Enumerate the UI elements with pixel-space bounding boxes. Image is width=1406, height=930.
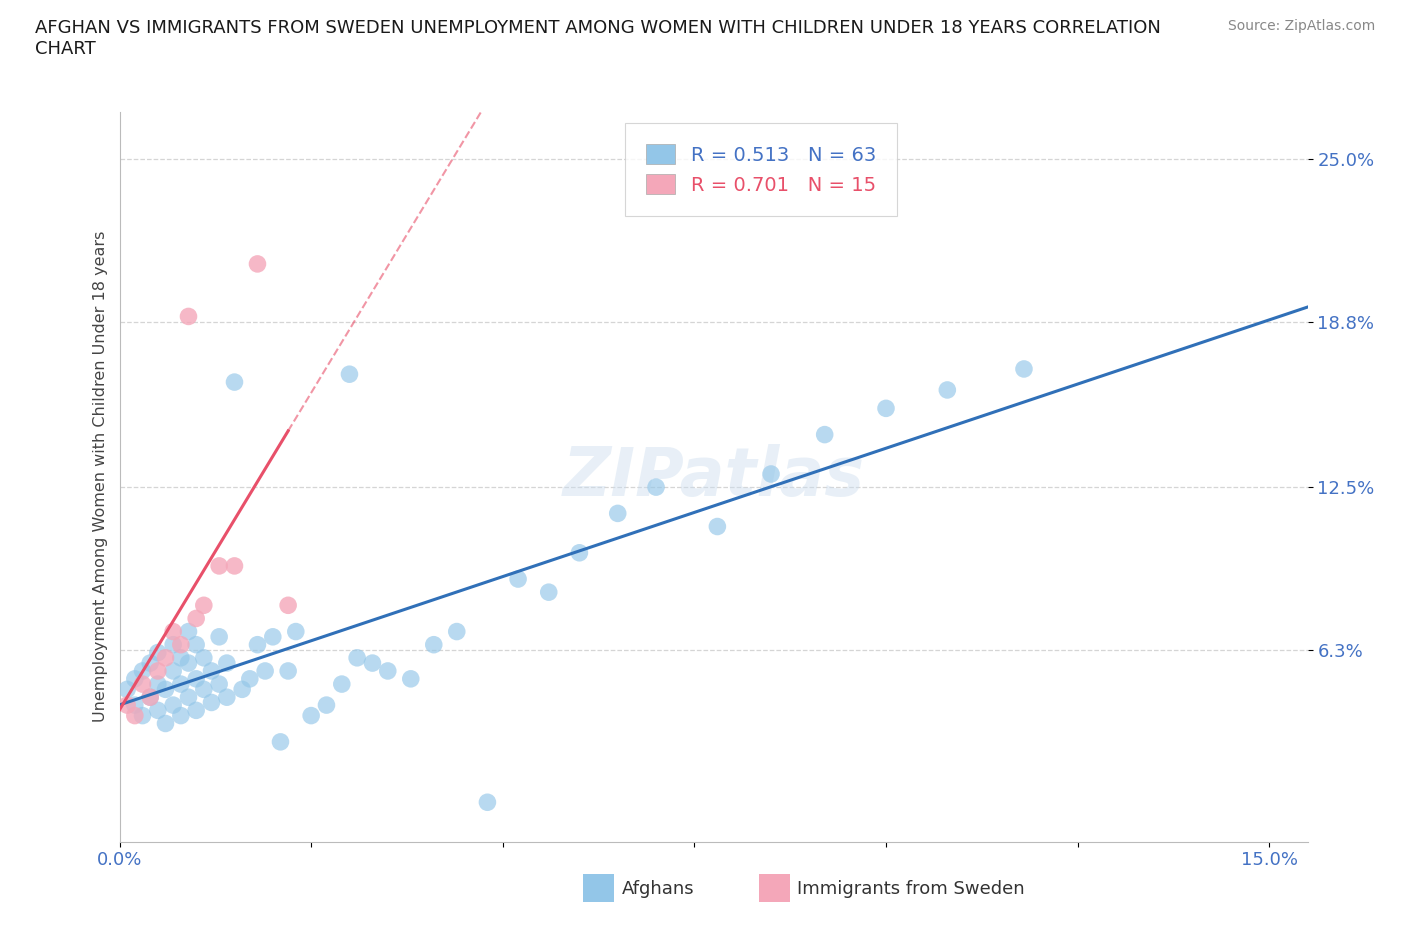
Point bbox=[170, 708, 193, 723]
Point bbox=[193, 682, 215, 697]
Text: CHART: CHART bbox=[35, 40, 96, 58]
Point bbox=[146, 663, 169, 678]
Point bbox=[277, 598, 299, 613]
Point bbox=[155, 650, 177, 665]
Point bbox=[208, 677, 231, 692]
Legend: R = 0.513   N = 63, R = 0.701   N = 15: R = 0.513 N = 63, R = 0.701 N = 15 bbox=[630, 128, 891, 210]
Point bbox=[568, 545, 591, 560]
Point bbox=[155, 682, 177, 697]
Point bbox=[224, 375, 246, 390]
Point bbox=[186, 611, 208, 626]
Point bbox=[131, 677, 153, 692]
Point bbox=[177, 656, 200, 671]
Point bbox=[262, 630, 284, 644]
Point bbox=[170, 637, 193, 652]
Y-axis label: Unemployment Among Women with Children Under 18 years: Unemployment Among Women with Children U… bbox=[93, 231, 108, 723]
Point bbox=[330, 677, 353, 692]
Point bbox=[759, 467, 782, 482]
Point bbox=[339, 366, 361, 381]
Point bbox=[124, 698, 146, 712]
Point bbox=[814, 427, 837, 442]
Point bbox=[131, 708, 153, 723]
Point bbox=[315, 698, 337, 712]
Point bbox=[186, 671, 208, 686]
Point bbox=[1012, 362, 1035, 377]
Point bbox=[346, 650, 368, 665]
Point bbox=[146, 677, 169, 692]
Point bbox=[254, 663, 277, 678]
Point bbox=[155, 716, 177, 731]
Text: Source: ZipAtlas.com: Source: ZipAtlas.com bbox=[1227, 19, 1375, 33]
Text: Afghans: Afghans bbox=[621, 880, 695, 898]
Point bbox=[162, 663, 184, 678]
Point bbox=[645, 480, 668, 495]
Point bbox=[224, 559, 246, 574]
Point bbox=[246, 257, 269, 272]
Point bbox=[423, 637, 446, 652]
Point bbox=[131, 663, 153, 678]
Point bbox=[506, 572, 529, 587]
Point bbox=[146, 703, 169, 718]
Point bbox=[186, 703, 208, 718]
Point bbox=[162, 637, 184, 652]
Point bbox=[537, 585, 560, 600]
Point bbox=[361, 656, 384, 671]
Text: AFGHAN VS IMMIGRANTS FROM SWEDEN UNEMPLOYMENT AMONG WOMEN WITH CHILDREN UNDER 18: AFGHAN VS IMMIGRANTS FROM SWEDEN UNEMPLO… bbox=[35, 19, 1161, 36]
Point bbox=[399, 671, 422, 686]
Point bbox=[177, 309, 200, 324]
Point bbox=[936, 382, 959, 397]
Point bbox=[875, 401, 897, 416]
Point bbox=[208, 630, 231, 644]
Point bbox=[139, 690, 162, 705]
Point bbox=[215, 690, 238, 705]
Point bbox=[200, 663, 222, 678]
Point bbox=[299, 708, 322, 723]
Point bbox=[124, 671, 146, 686]
Point bbox=[446, 624, 468, 639]
Point bbox=[124, 708, 146, 723]
Point bbox=[162, 624, 184, 639]
Point bbox=[231, 682, 253, 697]
Point bbox=[193, 650, 215, 665]
Text: Immigrants from Sweden: Immigrants from Sweden bbox=[797, 880, 1025, 898]
Point bbox=[706, 519, 728, 534]
Point bbox=[115, 698, 138, 712]
Point bbox=[139, 690, 162, 705]
Point bbox=[139, 656, 162, 671]
Point bbox=[269, 735, 291, 750]
Point bbox=[170, 677, 193, 692]
Point bbox=[162, 698, 184, 712]
Point bbox=[200, 695, 222, 710]
Point bbox=[239, 671, 262, 686]
Point bbox=[208, 559, 231, 574]
Point bbox=[246, 637, 269, 652]
Point bbox=[146, 645, 169, 660]
Point bbox=[186, 637, 208, 652]
Point bbox=[277, 663, 299, 678]
Point bbox=[177, 624, 200, 639]
Point bbox=[215, 656, 238, 671]
Text: ZIPatlas: ZIPatlas bbox=[562, 444, 865, 510]
Point bbox=[177, 690, 200, 705]
Point bbox=[170, 650, 193, 665]
Point bbox=[606, 506, 628, 521]
Point bbox=[477, 795, 499, 810]
Point bbox=[115, 682, 138, 697]
Point bbox=[193, 598, 215, 613]
Point bbox=[377, 663, 399, 678]
Point bbox=[284, 624, 307, 639]
